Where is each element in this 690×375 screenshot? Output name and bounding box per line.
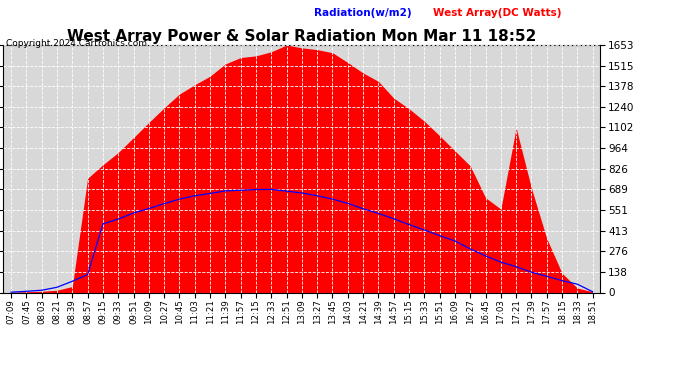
Title: West Array Power & Solar Radiation Mon Mar 11 18:52: West Array Power & Solar Radiation Mon M… [67, 29, 537, 44]
Text: West Array(DC Watts): West Array(DC Watts) [433, 8, 562, 18]
Text: Radiation(w/m2): Radiation(w/m2) [314, 8, 411, 18]
Text: Copyright 2024 Cartronics.com: Copyright 2024 Cartronics.com [6, 39, 146, 48]
